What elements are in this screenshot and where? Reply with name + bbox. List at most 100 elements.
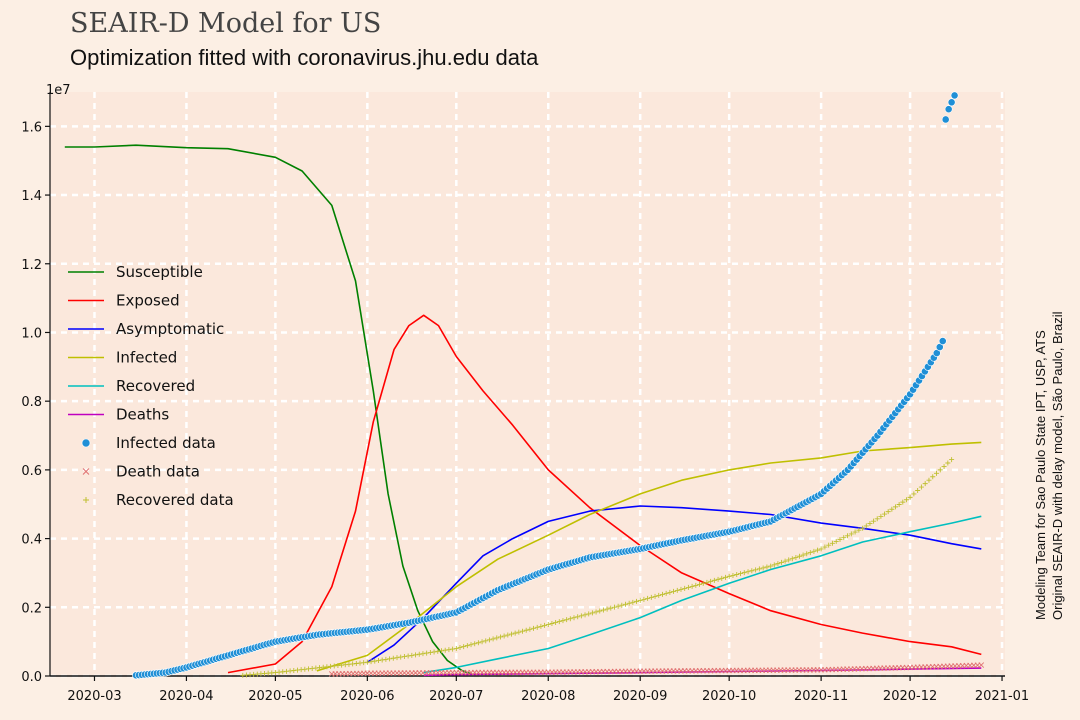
- series-recovered-data-point: [730, 572, 736, 578]
- series-recovered-data-point: [856, 527, 862, 533]
- series-recovered-data-point: [435, 648, 441, 654]
- chart-title: SEAIR-D Model for US: [70, 8, 382, 39]
- x-tick-label: 2020-12: [883, 689, 937, 704]
- credit-line-2: Original SEAIR-D with delay model, São P…: [1050, 311, 1065, 620]
- series-recovered-line: [423, 515, 982, 674]
- series-recovered-data-point: [645, 595, 651, 601]
- series-recovered-data-point: [575, 614, 581, 620]
- series-death-data-point: [978, 662, 985, 668]
- series-infected-data-point: [938, 337, 947, 345]
- series-recovered-data-point: [545, 621, 551, 627]
- series-recovered-data-point: [918, 484, 924, 490]
- series-recovered-data-point: [949, 457, 955, 463]
- series-recovered-data-point: [626, 600, 632, 606]
- series-recovered-data-point: [523, 627, 529, 633]
- series-recovered-data-point: [782, 558, 788, 564]
- series-recovered-data-point: [564, 617, 570, 623]
- series-recovered-data-point: [560, 618, 566, 624]
- series-recovered-data-point: [648, 594, 654, 600]
- series-recovered-data-point: [468, 642, 474, 648]
- series-recovered-data-point: [826, 542, 832, 548]
- y-tick-label: 1.4: [21, 189, 42, 204]
- series-recovered-data-point: [483, 638, 489, 644]
- series-recovered-data-point: [841, 535, 847, 541]
- series-recovered-data-point: [615, 603, 621, 609]
- side-credit: Modeling Team for Sao Paulo State IPT, U…: [1032, 311, 1066, 620]
- series-recovered-data-point: [364, 659, 370, 665]
- series-recovered-data-point: [431, 649, 437, 655]
- series-recovered-data-point: [934, 470, 940, 476]
- series-recovered-data-point: [597, 608, 603, 614]
- series-recovered-data-point: [641, 596, 647, 602]
- series-recovered-data-point: [589, 610, 595, 616]
- series-recovered-data-point: [542, 622, 548, 628]
- series-recovered-data-point: [915, 487, 921, 493]
- series-recovered-data-point: [608, 605, 614, 611]
- series-recovered-data-point: [671, 588, 677, 594]
- series-recovered-data-point: [896, 502, 902, 507]
- y-tick-label: 1.0: [21, 326, 42, 341]
- series-infected-line: [316, 441, 982, 672]
- series-recovered-data-point: [911, 491, 917, 497]
- series-recovered-data-point: [860, 525, 866, 531]
- series-recovered-data-point: [442, 647, 448, 653]
- x-tick-label: 2020-10: [702, 689, 756, 704]
- series-recovered-data-point: [804, 551, 810, 557]
- x-tick-label: 2021-01: [975, 689, 1029, 704]
- legend-label-recovered-data: Recovered data: [116, 491, 234, 509]
- legend-label-exposed: Exposed: [116, 292, 180, 310]
- series-exposed-line: [227, 314, 982, 674]
- series-recovered-data-point: [889, 506, 895, 512]
- series-recovered-data-point: [685, 584, 691, 590]
- series-recovered-data-point: [375, 658, 381, 664]
- series-recovered-data-point: [745, 569, 751, 575]
- series-recovered-data-point: [882, 511, 888, 517]
- y-tick-label: 0.2: [21, 601, 42, 616]
- series-recovered-data-point: [753, 567, 759, 573]
- x-tick-label: 2020-08: [521, 689, 575, 704]
- series-recovered-data-point: [874, 516, 880, 522]
- series-recovered-data-point: [708, 578, 714, 584]
- series-recovered-data-point: [479, 639, 485, 645]
- series-recovered-data-point: [682, 585, 688, 591]
- legend-label-death-data: Death data: [116, 463, 200, 481]
- y-tick-label: 1.2: [21, 258, 42, 273]
- series-recovered-data-point: [394, 655, 400, 661]
- series-recovered-data-point: [593, 609, 599, 615]
- series-recovered-data-point: [760, 565, 766, 571]
- series-recovered-data-point: [490, 636, 496, 642]
- series-recovered-data-point: [807, 550, 813, 556]
- series-recovered-data-point: [494, 635, 500, 641]
- series-recovered-data-point: [930, 474, 936, 480]
- series-recovered-data-point: [829, 540, 835, 546]
- y-tick-label: 0.0: [21, 670, 42, 685]
- series-recovered-data-point: [900, 499, 906, 505]
- series-recovered-data-point: [578, 613, 584, 619]
- series-recovered-data-point: [505, 632, 511, 638]
- series-recovered-data-point: [741, 570, 747, 576]
- series-recovered-data-point: [771, 562, 777, 568]
- series-infected-data-high-point: [950, 91, 959, 100]
- series-recovered-data-point: [379, 657, 385, 663]
- series-recovered-data-point: [793, 554, 799, 560]
- series-recovered-data-point: [424, 650, 430, 656]
- series-recovered-data-point: [527, 626, 533, 632]
- x-tick-label: 2020-04: [159, 689, 213, 704]
- series-recovered-data-point: [941, 463, 947, 469]
- series-recovered-data-point: [497, 634, 503, 640]
- series-infected-data-high-point: [941, 115, 950, 124]
- series-infected-data-high-point: [944, 105, 953, 114]
- series-recovered-data-point: [845, 533, 851, 539]
- series-recovered-data-point: [775, 561, 781, 567]
- series-recovered-data-point: [667, 589, 673, 595]
- series-recovered-data-point: [749, 568, 755, 574]
- series-recovered-data-point: [501, 633, 507, 639]
- series-recovered-data-point: [450, 646, 456, 652]
- series-recovered-data-point: [700, 580, 706, 586]
- series-recovered-data-point: [734, 572, 740, 578]
- series-recovered-data-point: [604, 606, 610, 612]
- series-recovered-data-point: [789, 556, 795, 562]
- legend-label-infected: Infected: [116, 349, 177, 367]
- y-offset-label: 1e7: [46, 83, 71, 98]
- series-recovered-data-point: [508, 631, 514, 637]
